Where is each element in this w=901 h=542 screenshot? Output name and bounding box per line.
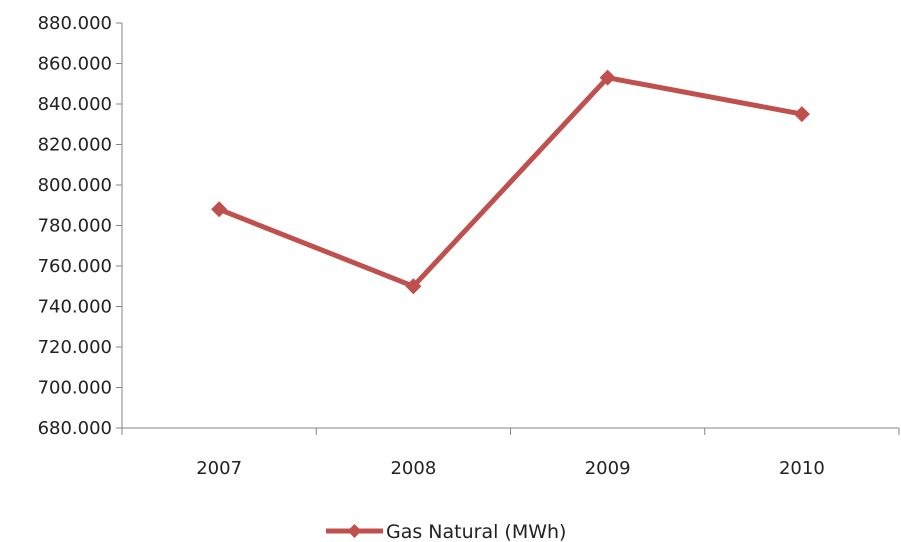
y-tick-label: 680.000 <box>38 418 112 439</box>
data-point-marker <box>211 201 228 218</box>
data-point-marker <box>793 106 810 123</box>
y-tick-label: 880.000 <box>38 13 112 34</box>
legend: Gas Natural (MWh) <box>326 521 566 542</box>
y-tick-label: 700.000 <box>38 378 112 399</box>
y-tick-label: 800.000 <box>38 175 112 196</box>
y-axis: 680.000 700.000 720.000 740.000 760.000 780.0… <box>38 13 123 439</box>
data-point-marker <box>599 69 616 86</box>
legend-diamond-marker <box>347 524 362 538</box>
y-tick-label: 720.000 <box>38 337 112 358</box>
x-tick-label: 2009 <box>585 458 631 479</box>
legend-label: Gas Natural (MWh) <box>386 521 566 542</box>
x-tick-label: 2008 <box>390 458 436 479</box>
x-axis: 2007 2008 2009 2010 <box>121 427 900 479</box>
x-tick-label: 2010 <box>779 458 825 479</box>
data-point-marker <box>405 278 422 295</box>
y-tick-label: 820.000 <box>38 135 112 156</box>
x-tick-label: 2007 <box>196 458 242 479</box>
series-line <box>216 75 805 289</box>
y-tick-label: 780.000 <box>38 216 112 237</box>
y-tick-label: 740.000 <box>38 297 112 318</box>
series-layer <box>211 69 810 295</box>
y-tick-label: 840.000 <box>38 94 112 115</box>
y-tick-label: 860.000 <box>38 54 112 75</box>
y-tick-label: 760.000 <box>38 256 112 277</box>
